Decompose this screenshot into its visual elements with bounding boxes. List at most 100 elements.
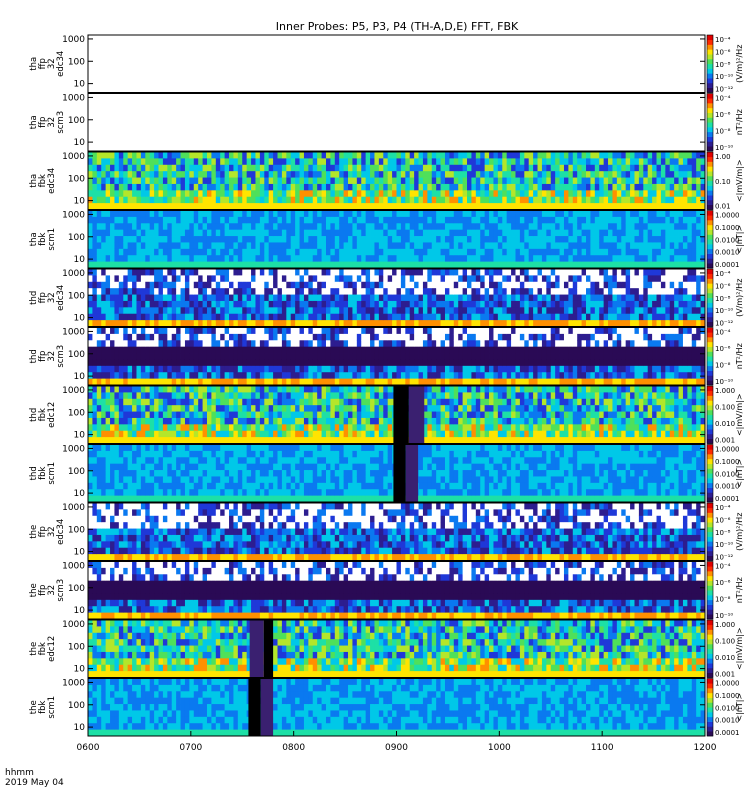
spectrogram-cell <box>123 262 128 269</box>
spectrogram-cell <box>278 236 283 243</box>
spectrogram-cell <box>216 171 221 178</box>
spectrogram-cell <box>630 262 635 269</box>
spectrogram-cell <box>172 269 177 276</box>
spectrogram-cell <box>114 190 119 197</box>
spectrogram-cell <box>560 217 565 224</box>
spectrogram-cell <box>586 152 591 159</box>
spectrogram-cell <box>520 184 525 191</box>
spectrogram-cell <box>150 223 155 230</box>
spectrogram-cell <box>128 184 133 191</box>
spectrogram-cell <box>229 269 234 276</box>
spectrogram-cell <box>586 242 591 249</box>
spectrogram-cell <box>181 230 186 237</box>
spectrogram-cell <box>185 203 190 210</box>
spectrogram-cell <box>233 217 238 224</box>
spectrogram-cell <box>300 230 305 237</box>
spectrogram-cell <box>370 203 375 210</box>
spectrogram-cell <box>657 165 662 172</box>
spectrogram-cell <box>172 203 177 210</box>
spectrogram-cell <box>216 197 221 204</box>
spectrogram-cell <box>621 217 626 224</box>
spectrogram-cell <box>582 255 587 262</box>
spectrogram-cell <box>621 178 626 185</box>
spectrogram-cell <box>211 158 216 165</box>
spectrogram-cell <box>207 295 212 302</box>
spectrogram-cell <box>529 217 534 224</box>
spectrogram-cell <box>564 242 569 249</box>
spectrogram-cell <box>648 171 653 178</box>
spectrogram-cell <box>665 197 670 204</box>
spectrogram-cell <box>436 178 441 185</box>
spectrogram-cell <box>225 314 230 321</box>
spectrogram-cell <box>128 178 133 185</box>
spectrogram-cell <box>150 158 155 165</box>
spectrogram-cell <box>278 230 283 237</box>
spectrogram-cell <box>383 171 388 178</box>
spectrogram-cell <box>634 236 639 243</box>
spectrogram-cell <box>445 197 450 204</box>
spectrogram-cell <box>145 184 150 191</box>
y-tick-label: 100 <box>68 233 85 243</box>
spectrogram-cell <box>441 217 446 224</box>
spectrogram-cell <box>546 223 551 230</box>
spectrogram-cell <box>643 158 648 165</box>
spectrogram-cell <box>529 178 534 185</box>
spectrogram-cell <box>515 242 520 249</box>
spectrogram-cell <box>511 178 516 185</box>
spectrogram-cell <box>132 255 137 262</box>
spectrogram-cell <box>251 230 256 237</box>
spectrogram-cell <box>449 190 454 197</box>
spectrogram-cell <box>405 262 410 269</box>
spectrogram-cell <box>97 269 102 276</box>
spectrogram-cell <box>278 223 283 230</box>
spectrogram-cell <box>181 165 186 172</box>
spectrogram-cell <box>511 230 516 237</box>
spectrogram-cell <box>247 249 252 256</box>
spectrogram-cell <box>339 211 344 218</box>
spectrogram-cell <box>159 314 164 321</box>
spectrogram-cell <box>621 165 626 172</box>
spectrogram-cell <box>145 178 150 185</box>
spectrogram-cell <box>198 197 203 204</box>
spectrogram-cell <box>379 211 384 218</box>
spectrogram-cell <box>207 236 212 243</box>
spectrogram-cell <box>220 197 225 204</box>
spectrogram-cell <box>502 203 507 210</box>
spectrogram-cell <box>507 178 512 185</box>
spectrogram-cell <box>538 211 543 218</box>
spectrogram-cell <box>476 211 481 218</box>
colorbar-step <box>707 132 713 137</box>
spectrogram-cell <box>665 255 670 262</box>
spectrogram-cell <box>110 320 115 327</box>
spectrogram-cell <box>220 301 225 308</box>
spectrogram-cell <box>242 171 247 178</box>
spectrogram-cell <box>383 242 388 249</box>
spectrogram-cell <box>480 184 485 191</box>
spectrogram-cell <box>520 165 525 172</box>
spectrogram-cell <box>674 197 679 204</box>
spectrogram-cell <box>123 236 128 243</box>
spectrogram-cell <box>229 203 234 210</box>
spectrogram-cell <box>568 242 573 249</box>
spectrogram-cell <box>181 236 186 243</box>
spectrogram-cell <box>326 165 331 172</box>
spectrogram-cell <box>211 236 216 243</box>
spectrogram-cell <box>648 190 653 197</box>
spectrogram-cell <box>538 223 543 230</box>
spectrogram-cell <box>639 178 644 185</box>
spectrogram-cell <box>392 197 397 204</box>
spectrogram-cell <box>225 217 230 224</box>
spectrogram-cell <box>458 242 463 249</box>
spectrogram-cell <box>220 282 225 289</box>
spectrogram-cell <box>538 171 543 178</box>
spectrogram-cell <box>335 217 340 224</box>
spectrogram-cell <box>590 184 595 191</box>
spectrogram-cell <box>207 242 212 249</box>
spectrogram-cell <box>123 171 128 178</box>
spectrogram-cell <box>617 211 622 218</box>
spectrogram-cell <box>163 275 168 282</box>
spectrogram-cell <box>163 217 168 224</box>
spectrogram-cell <box>352 197 357 204</box>
spectrogram-cell <box>211 217 216 224</box>
